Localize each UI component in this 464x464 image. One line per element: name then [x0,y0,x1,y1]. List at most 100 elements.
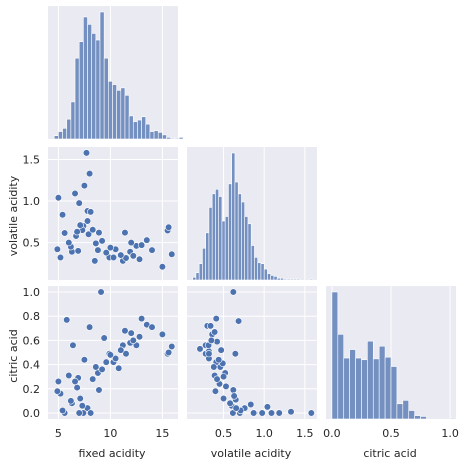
histogram-bar [58,131,63,140]
scatter-volatile-vs-fixed [48,147,178,280]
histogram-bar [408,410,415,420]
scatter-point [80,182,88,190]
histogram-bar [74,57,80,140]
histogram-bar [162,134,167,140]
xlabel-fixed-acidity: fixed acidity [78,447,146,460]
scatter-point [102,358,110,366]
histogram-bar [257,262,262,281]
scatter-point [75,409,83,417]
scatter-point [97,288,105,296]
scatter-point [89,375,97,383]
scatter-point [219,373,228,381]
scatter-point [135,333,144,341]
scatter-point [165,348,173,357]
scatter-point [75,199,83,207]
scatter-citric-vs-fixed [48,286,178,419]
y-tick-label: 0.4 [23,359,41,372]
scatter-point [196,345,204,353]
scatter-point [158,263,166,271]
histogram-bar [276,277,281,281]
scatter-point [148,246,156,254]
y-tick-label: 0.8 [23,310,41,323]
scatter-point [54,377,63,386]
scatter-point [158,330,166,338]
x-tick-label: 1.0 [255,427,273,440]
histogram-bar [367,340,374,420]
scatter-point [74,247,82,255]
histogram-bar [145,123,151,140]
scatter-point [106,351,114,359]
ylabel-citric-acid: citric acid [7,329,20,382]
scatter-point [73,228,81,236]
y-tick-label: 0.6 [23,334,41,347]
scatter-point [250,409,258,417]
scatter-point [127,329,135,337]
x-tick-labels-citric-acid: 0.0 0.5 1.0 [323,427,459,440]
x-tick-label: 5 [55,427,62,440]
x-tick-labels-volatile-acidity: 0.5 1.0 1.5 [215,427,314,440]
scatter-point [210,363,218,371]
scatter-point [212,315,220,323]
x-tick-label: 1.5 [296,427,314,440]
scatter-point [263,403,272,411]
scatter-point [207,336,215,345]
scatter-point [71,377,79,386]
scatter-point [217,346,225,354]
scatter-point [127,238,135,247]
histogram-bar [234,181,239,281]
scatter-point [87,409,95,417]
histogram-bar [414,415,421,420]
scatter-point [287,408,295,416]
histogram-bar [296,278,301,281]
histogram-bar [195,272,200,281]
histogram-bar [132,121,138,140]
histogram-bar [78,41,84,140]
scatter-point [117,346,125,354]
scatter-point [121,327,129,335]
histogram-bar [198,263,203,281]
scatter-point [106,243,114,252]
scatter-point [87,208,95,216]
scatter-point [165,223,173,231]
axis-labels: fixed acidity volatile acidity citric ac… [7,175,417,460]
histogram-bar [267,273,271,281]
histogram-bar [112,84,117,140]
scatter-point [232,404,240,412]
scatter-point [95,386,103,394]
histogram-bar [91,33,97,140]
scatter-point [53,245,61,253]
histogram-bar [70,101,76,140]
scatter-point [111,354,120,363]
histogram-bar [390,366,398,420]
scatter-point [307,409,315,417]
scatter-point [73,383,81,392]
histogram-bar [331,291,339,420]
histogram-bar [66,118,72,140]
scatter-point [102,248,110,257]
x-tick-label: 0.5 [215,427,233,440]
xlabel-citric-acid: citric acid [363,447,416,460]
histogram-bar [263,268,268,281]
scatter-point [94,246,102,254]
histogram-bar [120,87,126,140]
histogram-bar [103,57,109,140]
histogram-bar [355,357,362,420]
histogram-bar [62,127,68,140]
scatter-point [230,392,238,400]
histogram-bar [116,90,122,140]
histogram-bar [157,132,163,140]
histogram-bar [247,223,252,281]
x-tick-label: 10 [103,427,117,440]
y-tick-label: 1.0 [23,286,41,299]
y-tick-labels-volatile-acidity: 0.5 1.0 1.5 [23,153,41,249]
scatter-point [229,386,237,394]
histogram-bar [260,263,265,281]
scatter-point [226,399,234,407]
ylabel-volatile-acidity: volatile acidity [7,175,20,256]
scatter-point [58,211,67,219]
histogram-bar [224,216,229,281]
scatter-point [71,189,79,198]
scatter-point [275,409,283,417]
histogram-bar [289,278,294,281]
histogram-bar [283,278,288,281]
